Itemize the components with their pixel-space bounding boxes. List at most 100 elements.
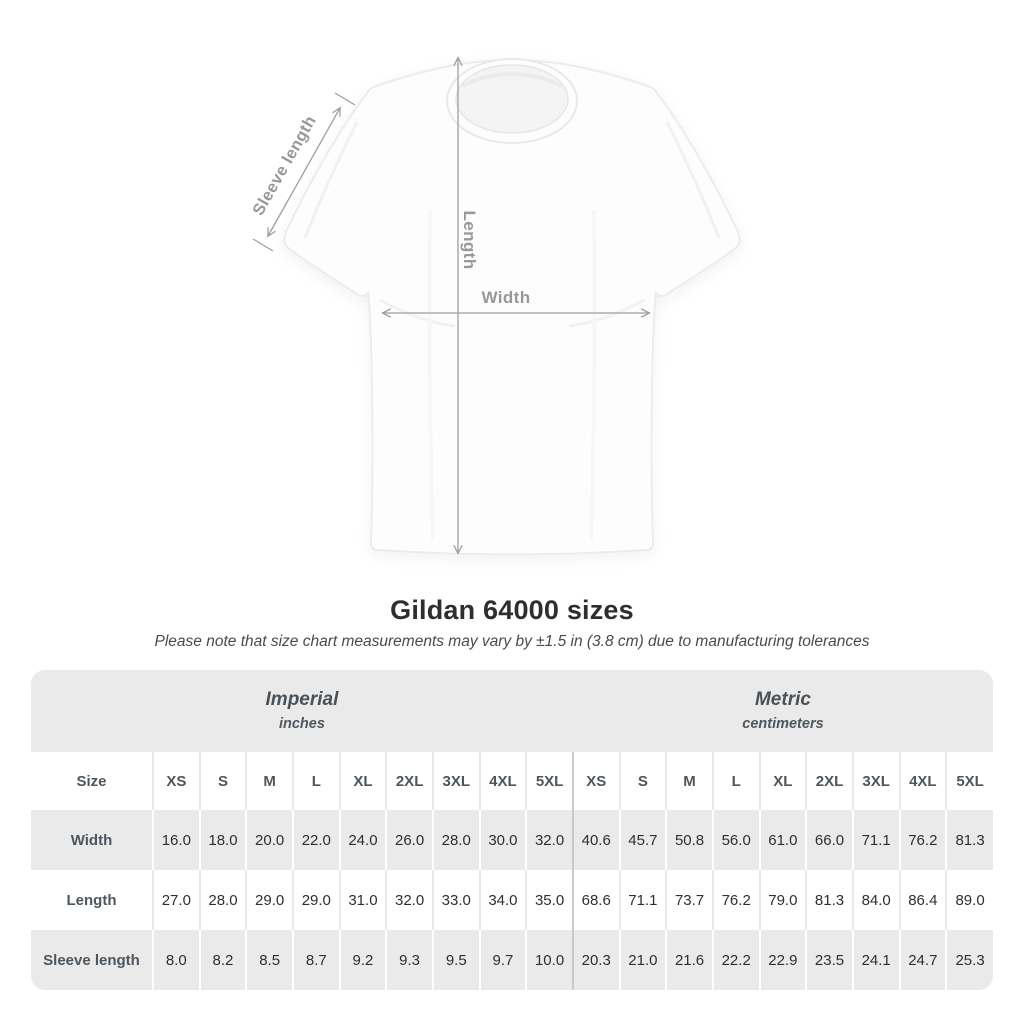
cell-width-imperial-3xl: 28.0 bbox=[431, 810, 480, 870]
cell-sleeve-length-imperial-m: 8.5 bbox=[245, 930, 293, 990]
right-sleeve-fold bbox=[665, 121, 721, 239]
sleeve-length-tick-bottom bbox=[252, 238, 274, 252]
cell-width-metric-xl: 61.0 bbox=[758, 810, 807, 870]
size-header-metric-xl: XL bbox=[758, 752, 807, 810]
metric-band-unit: centimeters bbox=[742, 716, 824, 732]
cell-sleeve-length-imperial-3xl: 9.5 bbox=[431, 930, 480, 990]
cell-width-metric-2xl: 66.0 bbox=[805, 810, 853, 870]
cell-length-metric-m: 73.7 bbox=[665, 870, 713, 930]
size-header-imperial-3xl: 3XL bbox=[431, 752, 480, 810]
cell-length-imperial-xl: 31.0 bbox=[338, 870, 387, 930]
cell-sleeve-length-imperial-2xl: 9.3 bbox=[385, 930, 433, 990]
cell-sleeve-length-metric-s: 21.0 bbox=[618, 930, 667, 990]
cell-sleeve-length-metric-4xl: 24.7 bbox=[898, 930, 947, 990]
cell-width-imperial-2xl: 26.0 bbox=[385, 810, 433, 870]
row-sleeve-length: Sleeve length 8.0 8.2 8.5 8.7 9.2 9.3 9.5 9.7 10.… bbox=[31, 930, 993, 990]
tshirt-diagram: Sleeve length Length Width bbox=[249, 0, 741, 556]
cell-width-imperial-xl: 24.0 bbox=[338, 810, 387, 870]
cell-length-metric-s: 71.1 bbox=[618, 870, 667, 930]
cell-sleeve-length-metric-3xl: 24.1 bbox=[851, 930, 900, 990]
cell-sleeve-length-metric-xs: 20.3 bbox=[571, 930, 620, 990]
cell-length-metric-5xl: 89.0 bbox=[945, 870, 993, 930]
size-header-imperial-xl: XL bbox=[338, 752, 387, 810]
cell-length-imperial-s: 28.0 bbox=[198, 870, 247, 930]
size-header-imperial-m: M bbox=[245, 752, 293, 810]
row-label-length: Length bbox=[31, 870, 153, 930]
row-length: Length 27.0 28.0 29.0 29.0 31.0 32.0 33.0 34.0 35… bbox=[31, 870, 993, 930]
metric-band-title: Metric bbox=[754, 689, 811, 710]
cell-length-metric-xl: 79.0 bbox=[758, 870, 807, 930]
size-header-metric-s: S bbox=[618, 752, 667, 810]
column-header-row: Size XS S M L XL 2XL 3XL 4XL 5XL XS S M L XL 2XL 3XL 4XL… bbox=[31, 752, 993, 810]
tshirt-illustration bbox=[283, 58, 741, 556]
cell-width-metric-5xl: 81.3 bbox=[945, 810, 993, 870]
imperial-band-title: Imperial bbox=[265, 689, 339, 710]
cell-sleeve-length-imperial-l: 8.7 bbox=[291, 930, 340, 990]
size-header-imperial-2xl: 2XL bbox=[385, 752, 433, 810]
metric-band: Metric centimeters bbox=[572, 670, 993, 752]
size-header-metric-4xl: 4XL bbox=[898, 752, 947, 810]
cell-length-metric-3xl: 84.0 bbox=[851, 870, 900, 930]
cell-length-metric-4xl: 86.4 bbox=[898, 870, 947, 930]
cell-sleeve-length-metric-m: 21.6 bbox=[665, 930, 713, 990]
size-header-metric-2xl: 2XL bbox=[805, 752, 853, 810]
cell-length-imperial-l: 29.0 bbox=[291, 870, 340, 930]
cell-length-metric-2xl: 81.3 bbox=[805, 870, 853, 930]
cell-length-imperial-xs: 27.0 bbox=[152, 870, 200, 930]
cell-width-imperial-4xl: 30.0 bbox=[478, 810, 527, 870]
size-header-metric-l: L bbox=[711, 752, 760, 810]
cell-length-imperial-2xl: 32.0 bbox=[385, 870, 433, 930]
cell-sleeve-length-imperial-xl: 9.2 bbox=[338, 930, 387, 990]
cell-length-imperial-3xl: 33.0 bbox=[431, 870, 480, 930]
cell-sleeve-length-metric-l: 22.2 bbox=[711, 930, 760, 990]
sleeve-length-tick-top bbox=[334, 92, 356, 106]
tshirt-outline bbox=[283, 59, 741, 556]
sleeve-length-arrow bbox=[268, 108, 340, 236]
size-header-metric-m: M bbox=[665, 752, 713, 810]
body-fold-left bbox=[427, 209, 435, 541]
row-label-width: Width bbox=[31, 810, 153, 870]
cell-sleeve-length-imperial-5xl: 10.0 bbox=[525, 930, 573, 990]
cell-length-metric-l: 76.2 bbox=[711, 870, 760, 930]
body-fold-right bbox=[589, 209, 597, 541]
size-header-imperial-l: L bbox=[291, 752, 340, 810]
cell-sleeve-length-imperial-xs: 8.0 bbox=[152, 930, 200, 990]
cell-sleeve-length-metric-xl: 22.9 bbox=[758, 930, 807, 990]
cell-sleeve-length-metric-5xl: 25.3 bbox=[945, 930, 993, 990]
cell-length-imperial-5xl: 35.0 bbox=[525, 870, 573, 930]
unit-band-row: Imperial inches Metric centimeters bbox=[31, 670, 993, 752]
cell-sleeve-length-imperial-s: 8.2 bbox=[198, 930, 247, 990]
imperial-band-unit: inches bbox=[278, 716, 325, 732]
cell-width-metric-xs: 40.6 bbox=[571, 810, 620, 870]
cell-sleeve-length-imperial-4xl: 9.7 bbox=[478, 930, 527, 990]
size-header-imperial-s: S bbox=[198, 752, 247, 810]
collar-shadow bbox=[461, 72, 563, 88]
row-label-sleeve-length: Sleeve length bbox=[31, 930, 153, 990]
cell-width-imperial-xs: 16.0 bbox=[152, 810, 200, 870]
row-width: Width 16.0 18.0 20.0 22.0 24.0 26.0 28.0 30.0 32.… bbox=[31, 810, 993, 870]
tolerance-note: Please note that size chart measurements… bbox=[154, 633, 870, 650]
cell-width-metric-l: 56.0 bbox=[711, 810, 760, 870]
size-header-imperial-4xl: 4XL bbox=[478, 752, 527, 810]
size-chart-body: Width 16.0 18.0 20.0 22.0 24.0 26.0 28.0 30.0 32.… bbox=[31, 810, 993, 990]
length-label: Length bbox=[460, 210, 479, 269]
cell-width-imperial-s: 18.0 bbox=[198, 810, 247, 870]
cell-width-metric-s: 45.7 bbox=[618, 810, 667, 870]
page-title: Gildan 64000 sizes bbox=[390, 595, 634, 625]
cell-width-imperial-l: 22.0 bbox=[291, 810, 340, 870]
cell-width-imperial-5xl: 32.0 bbox=[525, 810, 573, 870]
cell-length-imperial-m: 29.0 bbox=[245, 870, 293, 930]
size-column-header: Size bbox=[31, 752, 153, 810]
cell-width-metric-m: 50.8 bbox=[665, 810, 713, 870]
size-header-metric-3xl: 3XL bbox=[851, 752, 900, 810]
size-header-imperial-5xl: 5XL bbox=[525, 752, 573, 810]
cell-length-imperial-4xl: 34.0 bbox=[478, 870, 527, 930]
size-chart: Imperial inches Metric centimeters Size … bbox=[31, 670, 993, 990]
imperial-band: Imperial inches bbox=[31, 670, 573, 752]
cell-width-metric-3xl: 71.1 bbox=[851, 810, 900, 870]
size-header-metric-5xl: 5XL bbox=[945, 752, 993, 810]
cell-length-metric-xs: 68.6 bbox=[571, 870, 620, 930]
width-label: Width bbox=[481, 288, 530, 307]
cell-width-metric-4xl: 76.2 bbox=[898, 810, 947, 870]
